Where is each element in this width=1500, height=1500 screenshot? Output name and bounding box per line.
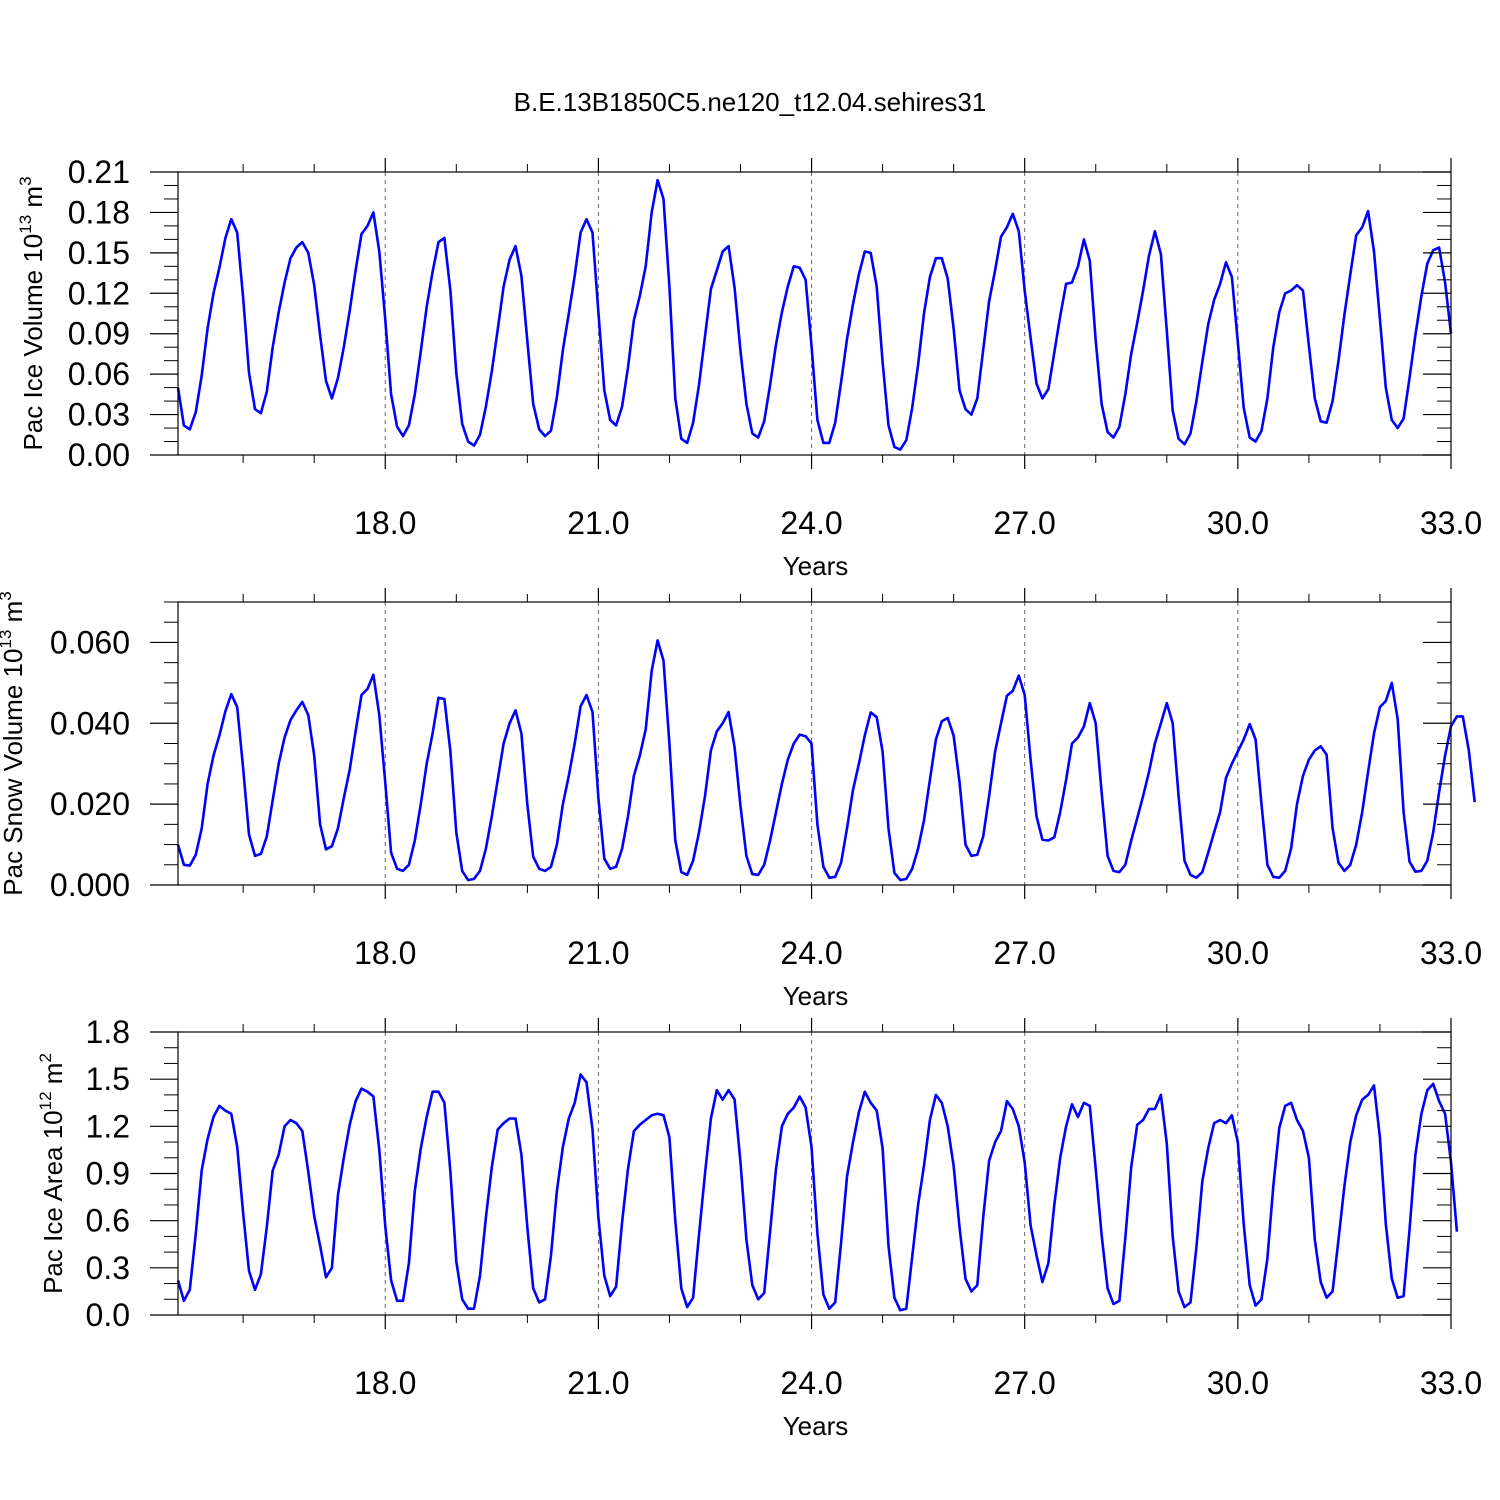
x-tick-label: 24.0 bbox=[780, 505, 842, 541]
series-line bbox=[176, 639, 1476, 882]
x-axis-label: Years bbox=[783, 981, 849, 1011]
x-tick-label: 21.0 bbox=[567, 935, 629, 971]
y-tick-label: 0.000 bbox=[50, 867, 130, 903]
x-tick-label: 24.0 bbox=[780, 1365, 842, 1401]
chart-title: B.E.13B1850C5.ne120_t12.04.sehires31 bbox=[514, 87, 987, 117]
x-tick-label: 18.0 bbox=[354, 1365, 416, 1401]
y-tick-label: 0.020 bbox=[50, 786, 130, 822]
x-tick-label: 27.0 bbox=[994, 1365, 1056, 1401]
y-tick-label: 1.2 bbox=[86, 1108, 130, 1144]
x-tick-label: 33.0 bbox=[1420, 935, 1482, 971]
y-tick-label: 0.00 bbox=[68, 437, 130, 473]
y-axis-label-exponent: 13 bbox=[16, 215, 35, 234]
y-axis-label-exponent: 12 bbox=[36, 1091, 55, 1110]
y-tick-label: 0.06 bbox=[68, 356, 130, 392]
y-tick-label: 0.0 bbox=[86, 1297, 130, 1333]
series-line bbox=[176, 1073, 1459, 1312]
x-tick-label: 21.0 bbox=[567, 505, 629, 541]
x-tick-label: 27.0 bbox=[994, 935, 1056, 971]
y-tick-label: 0.060 bbox=[50, 624, 130, 660]
panel-3: 18.0 21.0 24.0 27.0 30.0 33.0 0.0 0.3 0.6 0.9 1.2 1… bbox=[36, 1014, 1482, 1441]
y-axis-label-unit-exponent: 3 bbox=[0, 591, 15, 600]
y-tick-label: 0.9 bbox=[86, 1156, 130, 1192]
y-axis-label-unit-exponent: 2 bbox=[36, 1053, 55, 1062]
y-tick-label: 1.5 bbox=[86, 1061, 130, 1097]
x-tick-label: 30.0 bbox=[1207, 505, 1269, 541]
series-line bbox=[176, 178, 1453, 451]
x-tick-label: 30.0 bbox=[1207, 935, 1269, 971]
panel-2: 18.0 21.0 24.0 27.0 30.0 33.0 0.000 0.020 0.040 0… bbox=[0, 588, 1482, 1011]
panel-1: 18.0 21.0 24.0 27.0 30.0 33.0 0.00 0.03 0.06 0.09… bbox=[16, 154, 1482, 581]
y-tick-label: 1.8 bbox=[86, 1014, 130, 1050]
y-tick-label: 0.18 bbox=[68, 194, 130, 230]
x-axis-label: Years bbox=[783, 551, 849, 581]
x-tick-label: 33.0 bbox=[1420, 1365, 1482, 1401]
y-tick-label: 0.21 bbox=[68, 154, 130, 190]
panels: 18.0 21.0 24.0 27.0 30.0 33.00.000.030.060.09… bbox=[0, 154, 1482, 1441]
y-tick-label: 0.040 bbox=[50, 705, 130, 741]
x-tick-label: 18.0 bbox=[354, 935, 416, 971]
y-axis-label: Pac Snow Volume 1013 m3 bbox=[0, 591, 28, 895]
y-tick-label: 0.3 bbox=[86, 1250, 130, 1286]
y-axis-label-unit: m bbox=[38, 1063, 68, 1092]
y-axis-label: Pac Ice Area 1012 m2 bbox=[36, 1053, 68, 1294]
y-axis-label-unit: m bbox=[0, 601, 28, 630]
plot-frame bbox=[177, 171, 1452, 456]
y-axis-label-text: Pac Ice Area 10 bbox=[38, 1110, 68, 1294]
y-axis-label-text: Pac Ice Volume 10 bbox=[18, 234, 48, 451]
y-axis-label: Pac Ice Volume 1013 m3 bbox=[16, 176, 48, 450]
x-tick-label: 30.0 bbox=[1207, 1365, 1269, 1401]
y-axis-label-unit: m bbox=[18, 186, 48, 215]
x-tick-label: 18.0 bbox=[354, 505, 416, 541]
y-tick-label: 0.03 bbox=[68, 397, 130, 433]
x-tick-label: 33.0 bbox=[1420, 505, 1482, 541]
x-tick-label: 21.0 bbox=[567, 1365, 629, 1401]
y-axis-label-unit-exponent: 3 bbox=[16, 176, 35, 185]
y-axis-label-exponent: 13 bbox=[0, 630, 15, 649]
y-tick-label: 0.15 bbox=[68, 235, 130, 271]
y-tick-label: 0.6 bbox=[86, 1203, 130, 1239]
plot-frame bbox=[177, 601, 1452, 886]
x-axis-label: Years bbox=[783, 1411, 849, 1441]
x-tick-label: 24.0 bbox=[780, 935, 842, 971]
y-tick-label: 0.12 bbox=[68, 275, 130, 311]
y-axis-label-text: Pac Snow Volume 10 bbox=[0, 649, 28, 896]
x-tick-label: 27.0 bbox=[994, 505, 1056, 541]
y-tick-label: 0.09 bbox=[68, 316, 130, 352]
